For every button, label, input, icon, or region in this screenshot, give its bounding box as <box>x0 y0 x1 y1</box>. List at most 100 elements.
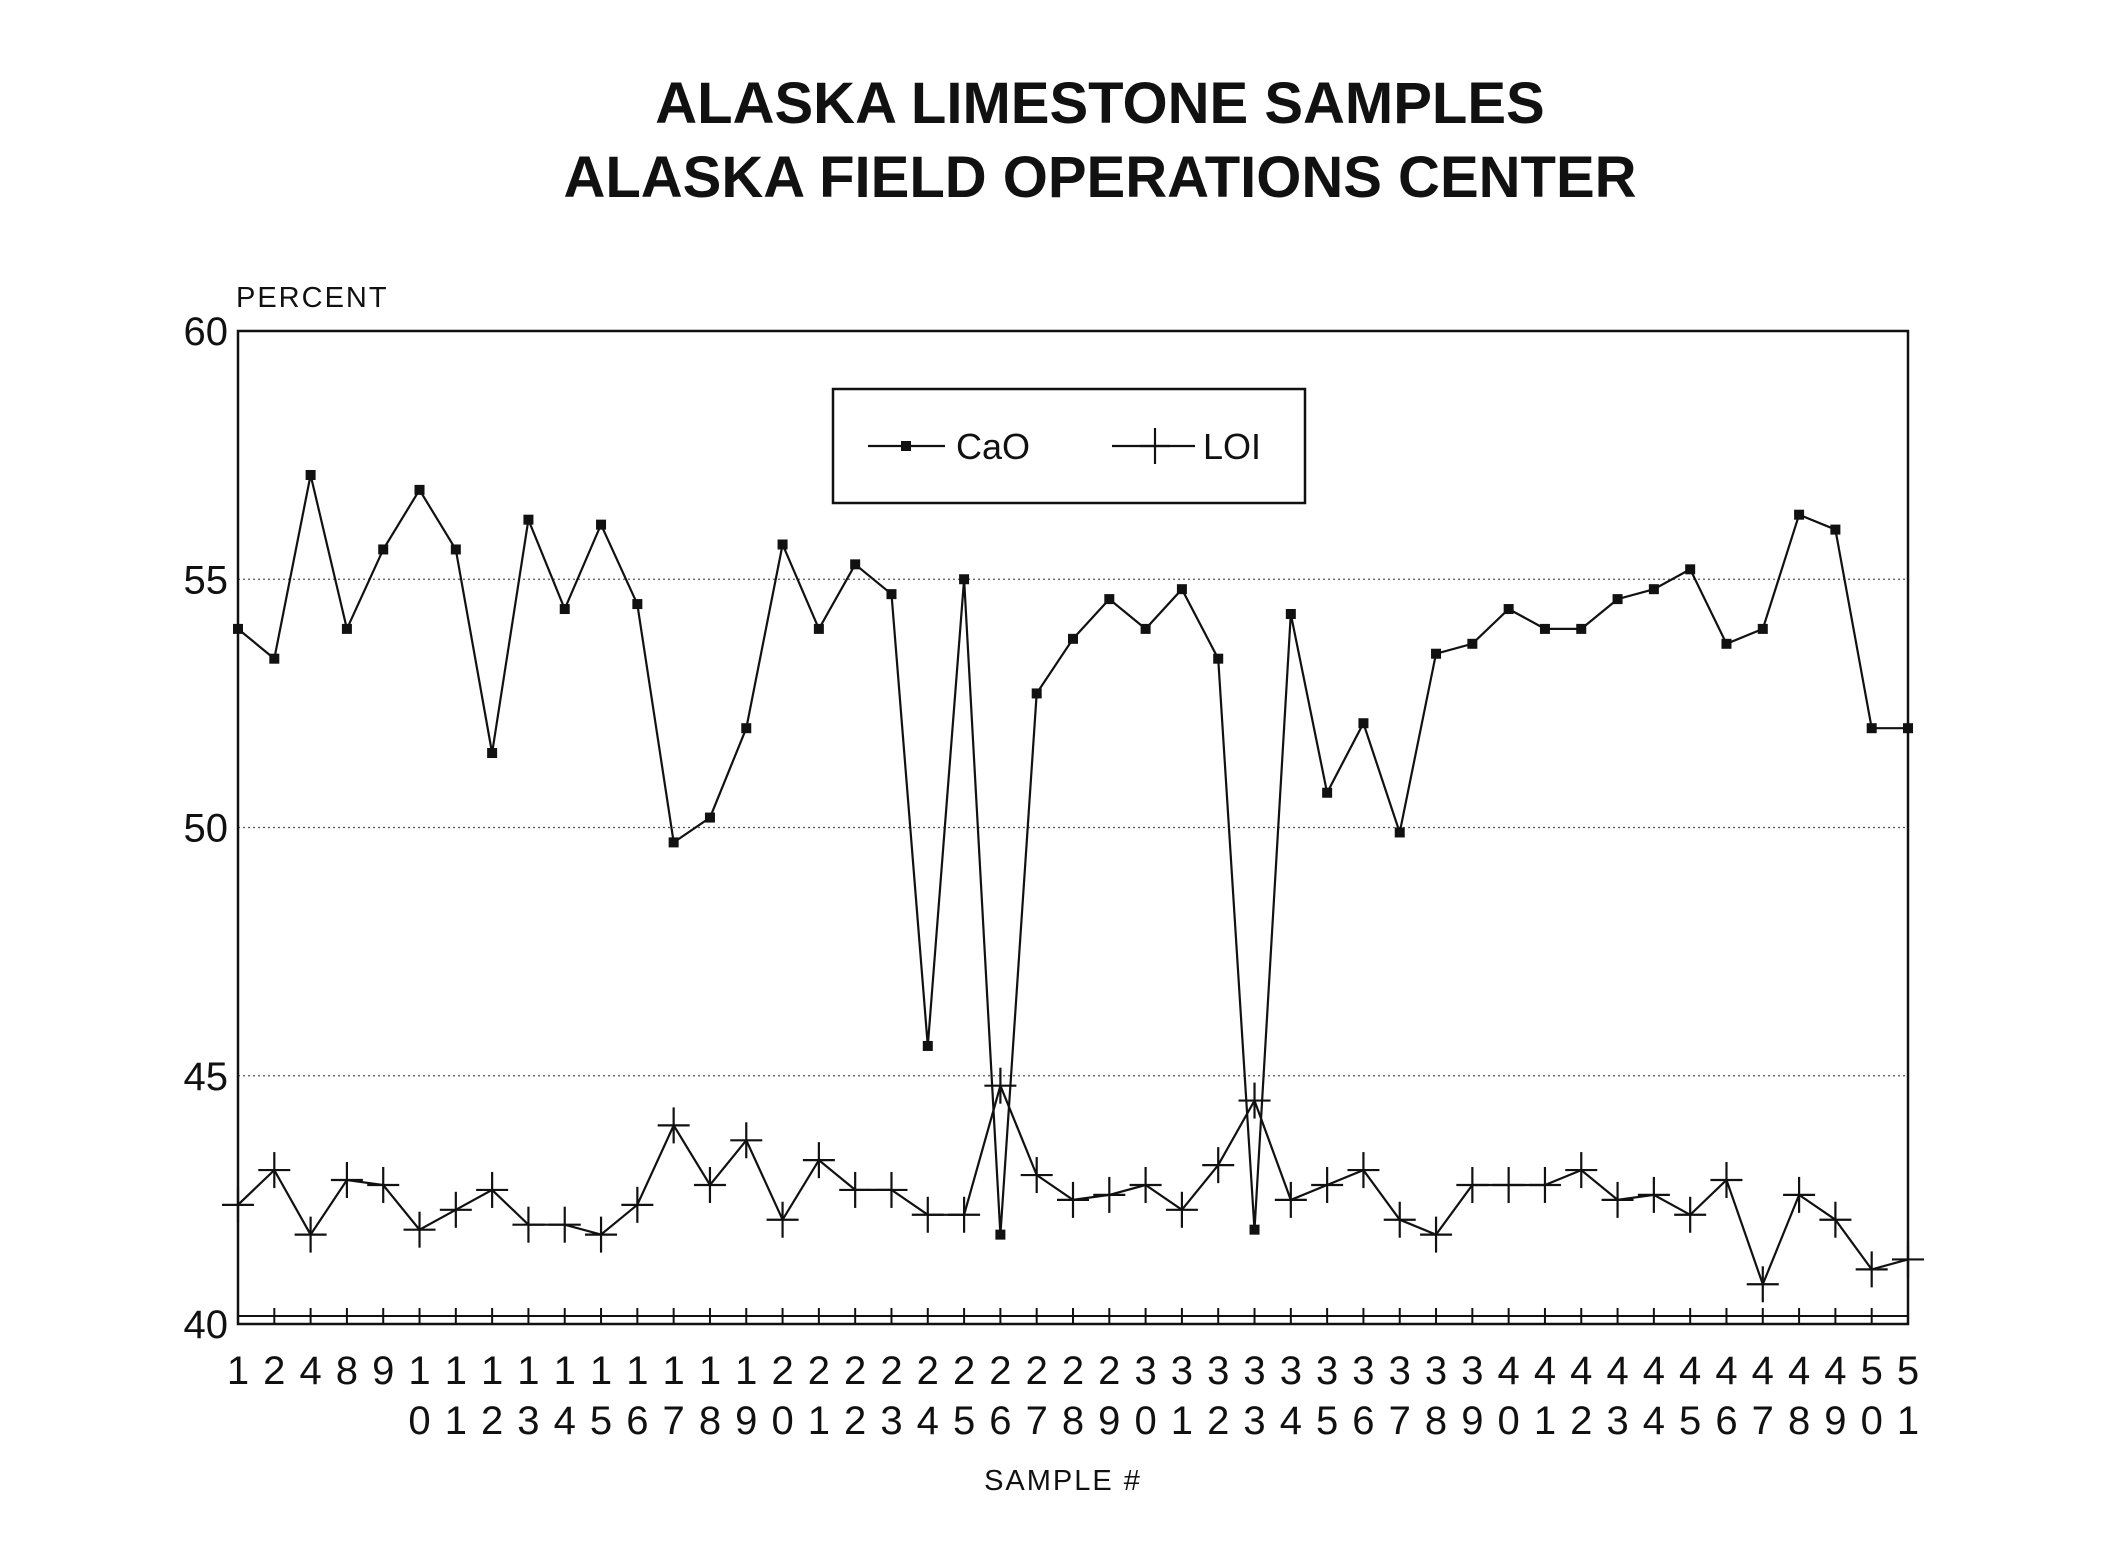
point-cao <box>741 723 752 734</box>
point-loi <box>1238 1082 1271 1119</box>
point-loi <box>1093 1176 1126 1213</box>
x-tick-label: 2 <box>263 1349 285 1393</box>
point-loi <box>222 1186 254 1223</box>
point-cao <box>1031 688 1042 699</box>
point-loi <box>1383 1201 1416 1238</box>
legend-cao-marker <box>901 441 911 451</box>
point-loi <box>1601 1181 1634 1218</box>
y-tick-label: 55 <box>184 558 229 602</box>
point-loi <box>1347 1152 1380 1189</box>
x-tick-labels: 1 2 4 8 9 1 01 11 21 31 41 51 61 71 81 92 02 12 22 32 42 52 62… <box>227 1308 1919 1443</box>
legend: CaO LOI <box>831 387 1307 505</box>
point-loi <box>911 1196 944 1233</box>
point-loi <box>367 1166 400 1203</box>
point-cao <box>1866 723 1877 734</box>
point-cao <box>813 623 824 634</box>
point-loi <box>548 1206 581 1243</box>
point-loi <box>1274 1181 1307 1218</box>
point-loi <box>1456 1166 1489 1203</box>
point-loi <box>948 1196 981 1233</box>
gridlines <box>238 578 1908 1077</box>
point-cao <box>1721 638 1732 649</box>
point-cao <box>1068 633 1078 644</box>
point-cao <box>1685 564 1696 575</box>
x-tick-label: 4 <box>299 1349 321 1393</box>
point-cao <box>1757 623 1768 634</box>
x-tick-label: 8 <box>336 1349 358 1393</box>
point-cao <box>1576 623 1587 634</box>
point-cao <box>414 484 425 495</box>
y-tick-label: 45 <box>184 1055 229 1099</box>
legend-loi-label: LOI <box>1203 426 1261 467</box>
point-loi <box>766 1201 799 1238</box>
point-cao <box>1539 623 1550 634</box>
y-tick-label: 40 <box>184 1303 229 1347</box>
point-cao <box>1431 648 1442 659</box>
point-cao <box>1648 584 1659 595</box>
point-cao <box>559 604 570 615</box>
series-group <box>222 469 1924 1303</box>
chart-title-line-1: ALASKA LIMESTONE SAMPLES <box>655 71 1544 136</box>
point-loi <box>1565 1152 1598 1189</box>
point-cao <box>777 539 788 550</box>
point-cao <box>1467 638 1478 649</box>
point-loi <box>1492 1166 1525 1203</box>
point-loi <box>476 1171 509 1208</box>
y-tick-label: 50 <box>184 807 229 851</box>
point-loi <box>512 1206 545 1243</box>
y-tick-labels: 40 45 50 55 60 <box>184 310 229 1347</box>
point-loi <box>1892 1241 1924 1278</box>
point-loi <box>1202 1147 1235 1184</box>
point-cao <box>1213 653 1224 664</box>
point-cao <box>1285 609 1296 620</box>
point-loi <box>1129 1166 1162 1203</box>
point-loi <box>439 1191 472 1228</box>
point-cao <box>632 599 643 610</box>
point-cao <box>450 544 461 555</box>
point-cao <box>1249 1224 1260 1235</box>
y-tick-label: 60 <box>184 310 229 354</box>
point-loi <box>730 1122 763 1159</box>
point-loi <box>1528 1166 1561 1203</box>
x-axis-label: SAMPLE # <box>984 1465 1142 1497</box>
point-cao <box>378 544 389 555</box>
x-tick-label: 1 <box>227 1349 249 1393</box>
legend-loi-marker <box>1140 428 1170 464</box>
point-cao <box>959 574 970 585</box>
chart-title-line-2: ALASKA FIELD OPERATIONS CENTER <box>563 145 1636 210</box>
point-loi <box>1020 1157 1053 1194</box>
point-cao <box>341 623 352 634</box>
point-cao <box>1104 594 1115 605</box>
point-loi <box>802 1142 835 1179</box>
point-loi <box>984 1067 1017 1104</box>
